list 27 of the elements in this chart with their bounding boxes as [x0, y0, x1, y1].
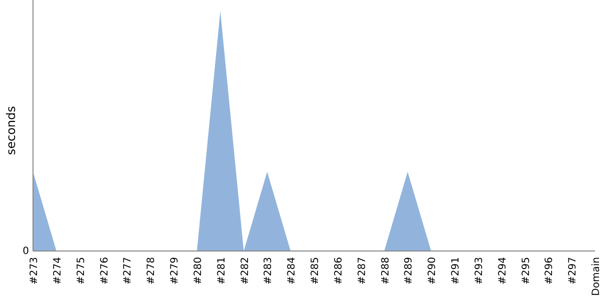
x-tick-label: #276: [99, 257, 110, 284]
x-tick-label: #273: [29, 257, 40, 284]
x-tick-label: #294: [497, 257, 508, 284]
x-tick-label: #280: [192, 257, 204, 284]
x-tick-label: #281: [216, 257, 228, 284]
x-tick-label: #274: [52, 257, 64, 284]
x-tick-label: #275: [76, 257, 87, 284]
x-tick-label: #297: [568, 257, 579, 284]
x-tick-label: #282: [240, 257, 251, 284]
x-tick-label: #293: [474, 257, 485, 284]
x-tick-label: #287: [356, 257, 368, 284]
x-tick-label: #288: [380, 257, 392, 284]
text: 0: [22, 246, 29, 257]
x-tick-label: #283: [263, 257, 274, 284]
x-tick-label: #289: [404, 257, 415, 284]
x-tick-label: #296: [544, 257, 556, 284]
x-tick-label: #279: [170, 257, 180, 284]
x-tick-label: #278: [146, 257, 158, 284]
x-tick-label: Domain: [591, 257, 600, 296]
x-tick-label: #290: [427, 257, 438, 284]
x-tick-label: #291: [450, 257, 462, 284]
x-tick-label: #285: [310, 257, 321, 284]
y-axis-title: seconds: [4, 106, 18, 156]
x-tick-label: #295: [520, 257, 532, 284]
x-tick-label: #284: [286, 257, 298, 284]
x-tick-label: #277: [122, 257, 134, 284]
x-tick-label: #286: [333, 257, 344, 284]
